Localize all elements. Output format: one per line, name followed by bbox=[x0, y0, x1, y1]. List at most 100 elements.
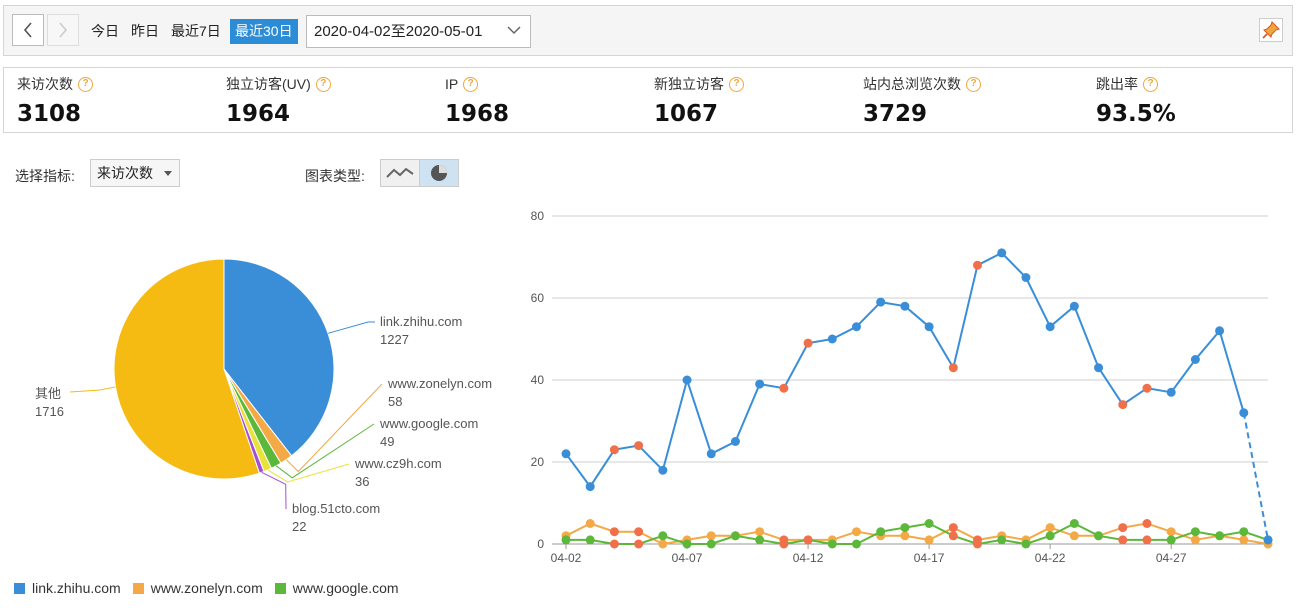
data-point[interactable] bbox=[1166, 527, 1176, 537]
data-point[interactable] bbox=[1142, 535, 1152, 545]
pie-label-value: 1227 bbox=[380, 332, 409, 347]
chart-type-pie-button[interactable] bbox=[419, 159, 459, 187]
data-point[interactable] bbox=[609, 527, 619, 537]
data-point[interactable] bbox=[682, 375, 692, 385]
data-point[interactable] bbox=[1190, 355, 1200, 364]
data-point[interactable] bbox=[706, 449, 716, 459]
data-point[interactable] bbox=[997, 535, 1007, 545]
data-point[interactable] bbox=[755, 535, 765, 545]
data-point[interactable] bbox=[924, 535, 934, 545]
data-point[interactable] bbox=[876, 527, 886, 537]
data-point[interactable] bbox=[973, 539, 983, 549]
help-icon[interactable]: ? bbox=[463, 76, 479, 92]
data-point[interactable] bbox=[1263, 535, 1273, 545]
help-icon[interactable]: ? bbox=[1143, 76, 1158, 92]
data-point[interactable] bbox=[609, 539, 619, 549]
range-yesterday[interactable]: 昨日 bbox=[131, 23, 159, 39]
legend-item-zhihu[interactable]: link.zhihu.com bbox=[14, 580, 121, 596]
data-point[interactable] bbox=[1166, 535, 1176, 545]
range-today[interactable]: 今日 bbox=[91, 23, 119, 39]
next-period-button[interactable] bbox=[47, 14, 79, 46]
data-point[interactable] bbox=[1118, 523, 1128, 533]
data-point[interactable] bbox=[1215, 326, 1225, 336]
data-point[interactable] bbox=[1239, 535, 1249, 545]
data-point[interactable] bbox=[706, 531, 716, 541]
data-point[interactable] bbox=[973, 260, 983, 270]
legend-item-zonelyn[interactable]: www.zonelyn.com bbox=[132, 580, 263, 596]
data-point[interactable] bbox=[1045, 523, 1055, 533]
data-point[interactable] bbox=[1069, 301, 1079, 311]
data-point[interactable] bbox=[755, 527, 765, 537]
data-point[interactable] bbox=[585, 482, 595, 492]
data-point[interactable] bbox=[851, 322, 861, 332]
data-point[interactable] bbox=[1190, 535, 1200, 545]
data-point[interactable] bbox=[948, 531, 958, 541]
data-point[interactable] bbox=[851, 539, 861, 549]
range-last-7-days[interactable]: 最近7日 bbox=[171, 23, 221, 39]
data-point[interactable] bbox=[900, 301, 910, 311]
data-point[interactable] bbox=[755, 379, 765, 389]
data-point[interactable] bbox=[997, 248, 1007, 258]
data-point[interactable] bbox=[706, 539, 716, 549]
data-point[interactable] bbox=[1118, 535, 1128, 545]
data-point[interactable] bbox=[803, 338, 813, 348]
data-point[interactable] bbox=[900, 531, 910, 541]
data-point[interactable] bbox=[658, 465, 668, 475]
range-last-30-days[interactable]: 最近30日 bbox=[230, 19, 298, 44]
prev-period-button[interactable] bbox=[12, 14, 44, 46]
y-tick-label: 20 bbox=[531, 455, 545, 469]
data-point[interactable] bbox=[730, 437, 740, 446]
data-point[interactable] bbox=[1239, 527, 1249, 537]
data-point[interactable] bbox=[561, 449, 571, 459]
help-icon[interactable]: ? bbox=[729, 76, 744, 92]
data-point[interactable] bbox=[900, 523, 910, 533]
data-point[interactable] bbox=[779, 383, 789, 393]
data-point[interactable] bbox=[1239, 408, 1249, 418]
data-point[interactable] bbox=[1021, 273, 1031, 282]
data-point[interactable] bbox=[634, 441, 644, 451]
data-point[interactable] bbox=[1094, 531, 1104, 541]
pie-label-value: 1716 bbox=[35, 404, 64, 419]
data-point[interactable] bbox=[1166, 387, 1176, 397]
data-point[interactable] bbox=[1215, 531, 1225, 541]
leader-line bbox=[261, 471, 287, 510]
data-point[interactable] bbox=[924, 322, 934, 332]
data-point[interactable] bbox=[730, 531, 740, 541]
data-point[interactable] bbox=[948, 363, 958, 373]
help-icon[interactable]: ? bbox=[315, 76, 331, 92]
data-point[interactable] bbox=[851, 527, 861, 537]
pin-button[interactable] bbox=[1259, 18, 1283, 42]
data-point[interactable] bbox=[561, 535, 571, 545]
data-point[interactable] bbox=[658, 539, 668, 549]
data-point[interactable] bbox=[827, 539, 837, 549]
legend-item-google[interactable]: www.google.com bbox=[274, 580, 399, 596]
data-point[interactable] bbox=[876, 297, 886, 307]
metric-select[interactable]: 来访次数 bbox=[90, 159, 180, 187]
data-point[interactable] bbox=[803, 535, 813, 545]
data-point[interactable] bbox=[1021, 539, 1031, 549]
data-point[interactable] bbox=[948, 523, 958, 533]
data-point[interactable] bbox=[827, 334, 837, 344]
date-range-picker[interactable]: 2020-04-02至2020-05-01 bbox=[306, 15, 531, 48]
chart-type-line-button[interactable] bbox=[380, 159, 420, 187]
data-point[interactable] bbox=[1069, 531, 1079, 541]
data-point[interactable] bbox=[634, 527, 644, 537]
data-point[interactable] bbox=[1190, 527, 1200, 537]
data-point[interactable] bbox=[1045, 531, 1055, 541]
data-point[interactable] bbox=[585, 519, 595, 528]
data-point[interactable] bbox=[1045, 322, 1055, 332]
data-point[interactable] bbox=[1094, 363, 1104, 373]
data-point[interactable] bbox=[1142, 383, 1152, 393]
data-point[interactable] bbox=[1118, 400, 1128, 410]
data-point[interactable] bbox=[658, 531, 668, 541]
data-point[interactable] bbox=[585, 535, 595, 545]
data-point[interactable] bbox=[682, 539, 692, 549]
data-point[interactable] bbox=[779, 539, 789, 549]
data-point[interactable] bbox=[634, 539, 644, 549]
help-icon[interactable]: ? bbox=[78, 76, 93, 92]
data-point[interactable] bbox=[1069, 519, 1079, 528]
help-icon[interactable]: ? bbox=[966, 76, 981, 92]
data-point[interactable] bbox=[609, 445, 619, 455]
data-point[interactable] bbox=[924, 519, 934, 528]
data-point[interactable] bbox=[1142, 519, 1152, 528]
